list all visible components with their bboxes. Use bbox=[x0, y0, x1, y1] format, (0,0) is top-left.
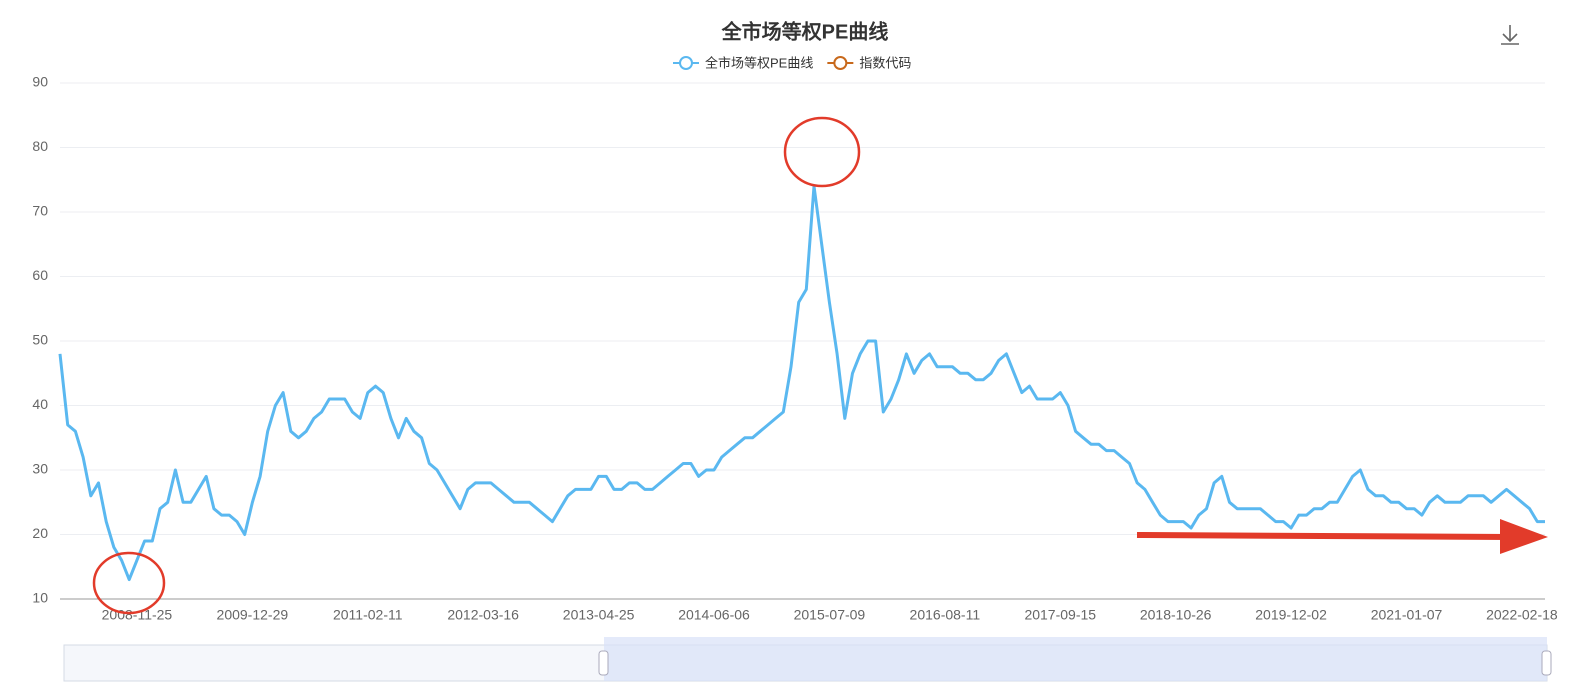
x-tick-label: 2014-06-06 bbox=[678, 607, 750, 623]
x-tick-label: 2018-10-26 bbox=[1140, 607, 1212, 623]
y-tick-label: 30 bbox=[32, 461, 48, 477]
arrow-shaft bbox=[1136, 532, 1511, 540]
x-tick-label: 2009-12-29 bbox=[217, 607, 289, 623]
circle-annotation bbox=[783, 116, 861, 188]
x-tick-label: 2022-02-18 bbox=[1486, 607, 1558, 623]
zoom-window[interactable] bbox=[604, 637, 1547, 681]
download-glyph bbox=[1501, 25, 1519, 45]
y-tick-label: 80 bbox=[32, 138, 48, 154]
y-tick-label: 60 bbox=[32, 267, 48, 283]
x-tick-label: 2016-08-11 bbox=[910, 607, 981, 623]
x-tick-label: 2017-09-15 bbox=[1024, 607, 1096, 623]
legend-swatch bbox=[679, 56, 693, 70]
legend-swatch bbox=[833, 56, 848, 70]
x-tick-label: 2015-07-09 bbox=[794, 607, 866, 623]
y-tick-label: 40 bbox=[32, 396, 48, 412]
x-tick-label: 2021-01-07 bbox=[1371, 607, 1443, 623]
x-tick-label: 2011-02-11 bbox=[333, 607, 403, 623]
legend: 全市场等权PE曲线 指数代码 bbox=[673, 55, 911, 70]
zoom-handle[interactable] bbox=[598, 650, 609, 676]
y-tick-label: 10 bbox=[32, 590, 48, 606]
legend-label: 全市场等权PE曲线 bbox=[705, 55, 813, 70]
chart-title: 全市场等权PE曲线 bbox=[721, 19, 889, 43]
arrow-head bbox=[1500, 519, 1548, 554]
y-tick-label: 90 bbox=[32, 74, 48, 90]
y-tick-label: 20 bbox=[32, 525, 48, 541]
y-tick-label: 70 bbox=[32, 203, 48, 219]
download-icon[interactable] bbox=[1501, 25, 1519, 45]
y-tick-label: 50 bbox=[32, 332, 48, 348]
plot bbox=[58, 184, 1545, 582]
circle-annotation bbox=[92, 551, 166, 615]
x-tick-label: 2019-12-02 bbox=[1255, 607, 1327, 623]
annotations bbox=[92, 116, 1548, 615]
x-tick-label: 2013-04-25 bbox=[563, 607, 635, 623]
x-tick-label: 2012-03-16 bbox=[447, 607, 519, 623]
legend-label: 指数代码 bbox=[859, 55, 911, 70]
series-line bbox=[58, 184, 1545, 582]
data-zoom[interactable] bbox=[63, 637, 1552, 682]
zoom-handle[interactable] bbox=[1541, 650, 1552, 676]
